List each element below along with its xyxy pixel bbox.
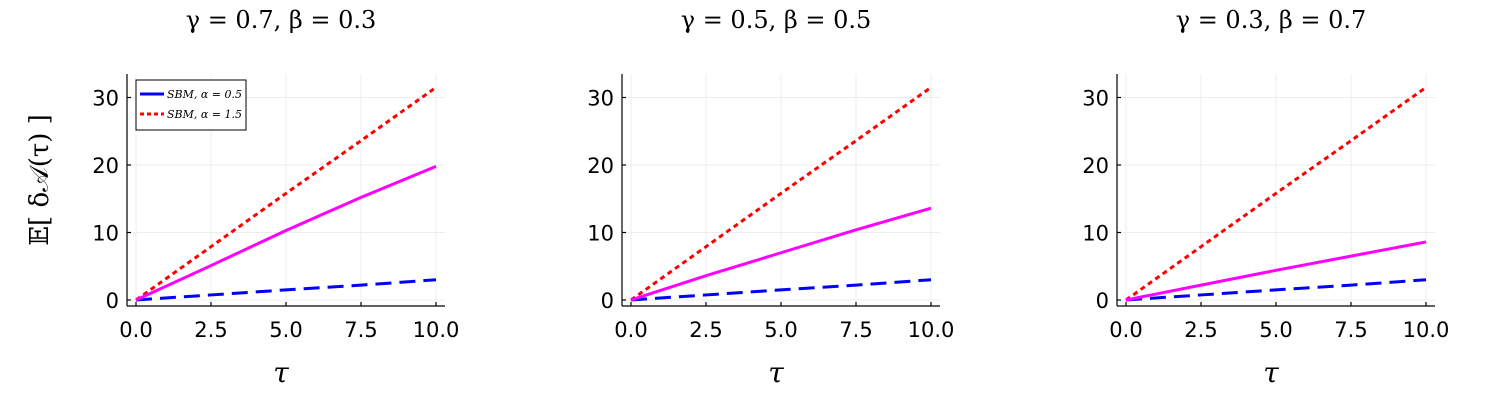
x-tick-label: 7.5 — [839, 318, 872, 342]
y-tick-label: 30 — [587, 87, 614, 111]
y-tick-label: 0 — [1096, 289, 1109, 313]
y-tick-label: 30 — [1082, 87, 1109, 111]
x-axis-label: τ — [768, 356, 784, 389]
y-tick-label: 0 — [106, 289, 119, 313]
y-axis-label: 𝔼[ δ𝒜(τ) ] — [25, 114, 55, 246]
x-tick-label: 5.0 — [764, 318, 797, 342]
legend-label: SBM, α = 0.5 — [167, 88, 242, 101]
chart-title: γ = 0.3, β = 0.7 — [1176, 6, 1367, 34]
chart-title: γ = 0.7, β = 0.3 — [186, 6, 377, 34]
x-tick-label: 2.5 — [689, 318, 722, 342]
x-tick-label: 0.0 — [614, 318, 647, 342]
series-line-solid — [1125, 240, 1427, 302]
series-line-dashed — [1125, 278, 1427, 302]
chart-title: γ = 0.5, β = 0.5 — [681, 6, 872, 34]
chart-panel-2: 0.0 2.5 5.0 7.5 10.0 0 10 20 30 γ = 0.5, β = 0.5 τ — [587, 6, 954, 389]
x-tick-label: 2.5 — [1184, 318, 1217, 342]
y-tick-label: 20 — [92, 154, 119, 178]
chart-panel-3: 0.0 2.5 5.0 7.5 10.0 0 10 20 30 γ = 0.3, β = 0.7 τ — [1082, 6, 1449, 389]
y-tick-label: 10 — [1082, 222, 1109, 246]
series-line-dotted — [630, 86, 932, 302]
y-tick-label: 30 — [92, 87, 119, 111]
x-tick-label: 5.0 — [1259, 318, 1292, 342]
series-line-dotted — [1125, 86, 1427, 302]
legend-box — [135, 79, 247, 131]
y-tick-label: 20 — [587, 154, 614, 178]
series-line-solid — [135, 164, 437, 302]
chart-panel-1: 0.0 2.5 5.0 7.5 10.0 0 10 20 30 γ = 0.7, β = 0.3 τ… — [25, 6, 459, 389]
x-tick-label: 0.0 — [1109, 318, 1142, 342]
series-line-dashed — [135, 278, 437, 302]
series-line-dotted — [135, 86, 437, 302]
x-tick-label: 10.0 — [413, 318, 460, 342]
x-tick-label: 7.5 — [344, 318, 377, 342]
x-tick-label: 5.0 — [269, 318, 302, 342]
series-line-solid — [630, 206, 932, 302]
x-tick-label: 10.0 — [1403, 318, 1450, 342]
legend: SBM, α = 0.5 SBM, α = 1.5 — [135, 79, 247, 131]
y-tick-label: 20 — [1082, 154, 1109, 178]
x-tick-label: 7.5 — [1334, 318, 1367, 342]
x-tick-label: 10.0 — [908, 318, 955, 342]
legend-label: SBM, α = 1.5 — [167, 108, 242, 121]
x-tick-label: 2.5 — [194, 318, 227, 342]
x-tick-label: 0.0 — [119, 318, 152, 342]
x-axis-label: τ — [1263, 356, 1279, 389]
x-axis-label: τ — [273, 356, 289, 389]
y-tick-label: 0 — [601, 289, 614, 313]
y-tick-label: 10 — [92, 222, 119, 246]
y-tick-label: 10 — [587, 222, 614, 246]
series-line-dashed — [630, 278, 932, 302]
